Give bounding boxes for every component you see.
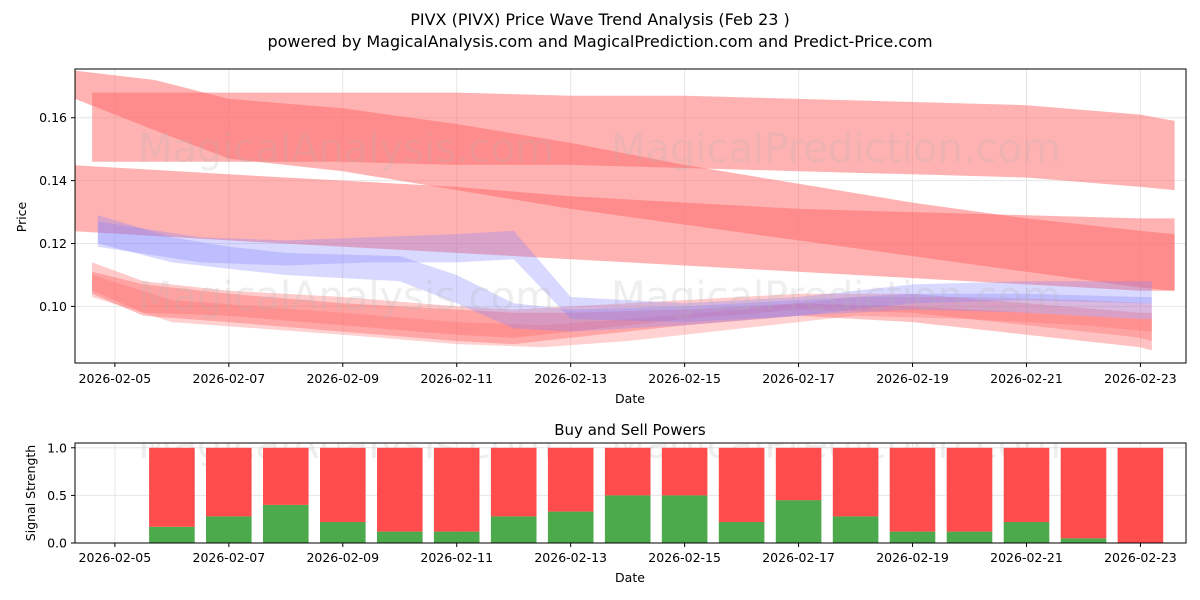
power-x-tick-label: 2026-02-13 bbox=[534, 550, 607, 565]
power-y-axis-label: Signal Strength bbox=[23, 445, 38, 541]
power-x-tick-label: 2026-02-19 bbox=[876, 550, 949, 565]
power-y-tick-label: 0.0 bbox=[47, 536, 67, 551]
buy-bar-2026-02-20 bbox=[946, 531, 993, 543]
power-x-ticks: 2026-02-05 2026-02-07 2026-02-09 2026-02-11… bbox=[79, 543, 1177, 565]
watermark-prediction-2: MagicalPrediction.com bbox=[611, 274, 1061, 320]
power-panel-title: Buy and Sell Powers bbox=[554, 421, 706, 439]
buy-bar-2026-02-16 bbox=[718, 522, 765, 543]
buy-bar-2026-02-09 bbox=[320, 522, 366, 543]
sell-bar-2026-02-06 bbox=[149, 447, 195, 527]
price-x-tick-label: 2026-02-13 bbox=[534, 371, 607, 386]
sell-bar-2026-02-22 bbox=[1060, 447, 1107, 539]
power-x-tick-label: 2026-02-23 bbox=[1104, 550, 1177, 565]
price-band-blue-wave-2 bbox=[97, 221, 1152, 323]
price-x-tick-label: 2026-02-19 bbox=[876, 371, 949, 386]
sell-bar-2026-02-16 bbox=[718, 447, 765, 523]
power-x-tick-label: 2026-02-07 bbox=[193, 550, 266, 565]
price-x-tick-label: 2026-02-05 bbox=[79, 371, 152, 386]
sell-bar-2026-02-15 bbox=[661, 447, 708, 496]
buy-bar-2026-02-08 bbox=[263, 504, 309, 543]
chart-subtitle: powered by MagicalAnalysis.com and Magic… bbox=[267, 32, 932, 51]
buy-bar-2026-02-06 bbox=[149, 526, 195, 543]
price-panel: MagicalAnalysis.com MagicalPrediction.co… bbox=[14, 68, 1187, 406]
buy-bar-2026-02-11 bbox=[433, 531, 480, 543]
power-x-axis-label: Date bbox=[615, 570, 645, 585]
sell-bar-2026-02-19 bbox=[889, 447, 936, 532]
watermark-prediction: MagicalPrediction.com bbox=[611, 126, 1061, 172]
price-band-red-wave-6 bbox=[92, 275, 1152, 348]
power-y-ticks: 0.0 0.5 1.0 bbox=[47, 440, 75, 551]
buy-bar-2026-02-07 bbox=[206, 516, 252, 543]
power-y-tick-label: 1.0 bbox=[47, 440, 67, 455]
chart-title: PIVX (PIVX) Price Wave Trend Analysis (F… bbox=[410, 10, 790, 29]
watermark-analysis-2: MagicalAnalysis.com bbox=[138, 274, 554, 320]
price-band-red-wave-3 bbox=[75, 165, 1175, 291]
sell-bar-2026-02-13 bbox=[547, 447, 594, 512]
sell-bar-2026-02-17 bbox=[775, 447, 822, 501]
price-x-tick-label: 2026-02-11 bbox=[420, 371, 493, 386]
price-x-tick-label: 2026-02-07 bbox=[193, 371, 266, 386]
sell-bar-2026-02-11 bbox=[433, 447, 480, 532]
power-y-tick-label: 0.5 bbox=[47, 488, 67, 503]
price-x-axis-label: Date bbox=[615, 391, 645, 406]
buy-bar-2026-02-22 bbox=[1060, 538, 1107, 543]
sell-bar-2026-02-09 bbox=[320, 447, 366, 523]
price-x-tick-label: 2026-02-21 bbox=[990, 371, 1063, 386]
price-watermarks: MagicalAnalysis.com MagicalPrediction.co… bbox=[138, 126, 1061, 320]
price-x-tick-label: 2026-02-15 bbox=[648, 371, 721, 386]
power-panel: Buy and Sell Powers MagicalAnalysis.com … bbox=[23, 421, 1187, 585]
price-y-tick-label: 0.14 bbox=[39, 173, 67, 188]
buy-bar-2026-02-12 bbox=[490, 516, 537, 543]
power-bars bbox=[149, 447, 1164, 543]
price-y-tick-label: 0.16 bbox=[39, 110, 67, 125]
sell-bar-2026-02-23 bbox=[1117, 447, 1164, 543]
buy-bar-2026-02-13 bbox=[547, 511, 594, 543]
power-x-tick-label: 2026-02-15 bbox=[648, 550, 721, 565]
sell-bar-2026-02-07 bbox=[206, 447, 252, 517]
sell-bar-2026-02-14 bbox=[604, 447, 651, 496]
price-plot-frame bbox=[74, 68, 1187, 364]
buy-bar-2026-02-18 bbox=[832, 516, 879, 543]
power-x-tick-label: 2026-02-21 bbox=[990, 550, 1063, 565]
price-x-tick-label: 2026-02-23 bbox=[1104, 371, 1177, 386]
buy-bar-2026-02-17 bbox=[775, 500, 822, 543]
price-band-red-wave-4 bbox=[92, 271, 1152, 351]
power-plot-frame bbox=[74, 442, 1187, 544]
sell-bar-2026-02-12 bbox=[490, 447, 537, 517]
power-x-tick-label: 2026-02-05 bbox=[79, 550, 152, 565]
sell-bar-2026-02-08 bbox=[263, 447, 309, 505]
price-bands bbox=[75, 70, 1175, 351]
buy-bar-2026-02-10 bbox=[377, 531, 423, 543]
price-y-tick-label: 0.12 bbox=[39, 236, 67, 251]
sell-bar-2026-02-21 bbox=[1003, 447, 1050, 523]
watermark-analysis: MagicalAnalysis.com bbox=[138, 126, 554, 172]
sell-bar-2026-02-18 bbox=[832, 447, 879, 517]
sell-bar-2026-02-20 bbox=[946, 447, 993, 532]
power-x-tick-label: 2026-02-11 bbox=[420, 550, 493, 565]
price-x-tick-label: 2026-02-17 bbox=[762, 371, 835, 386]
price-y-tick-label: 0.10 bbox=[39, 299, 67, 314]
price-x-tick-label: 2026-02-09 bbox=[306, 371, 379, 386]
price-y-ticks: 0.10 0.12 0.14 0.16 bbox=[39, 110, 75, 314]
price-x-ticks: 2026-02-05 2026-02-07 2026-02-09 2026-02-11… bbox=[79, 363, 1177, 386]
buy-bar-2026-02-15 bbox=[661, 495, 708, 543]
sell-bar-2026-02-10 bbox=[377, 447, 423, 532]
buy-bar-2026-02-14 bbox=[604, 495, 651, 543]
power-x-tick-label: 2026-02-09 bbox=[306, 550, 379, 565]
buy-bar-2026-02-21 bbox=[1003, 522, 1050, 543]
power-x-tick-label: 2026-02-17 bbox=[762, 550, 835, 565]
buy-bar-2026-02-19 bbox=[889, 531, 936, 543]
price-y-axis-label: Price bbox=[14, 201, 29, 232]
price-band-red-wave-2 bbox=[92, 92, 1175, 191]
price-band-red-wave-5 bbox=[92, 262, 1152, 341]
price-band-blue-wave-1 bbox=[97, 215, 1152, 332]
